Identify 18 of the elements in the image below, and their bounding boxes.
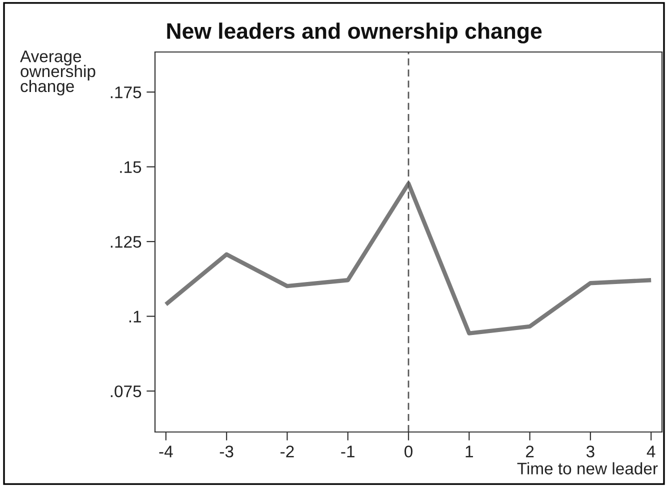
x-tick-label: -1 [341, 446, 354, 458]
x-tick-label: 1 [466, 446, 473, 458]
y-tick-label: .125 [110, 236, 142, 248]
y-tick-label: .175 [110, 86, 142, 98]
x-axis-title: Time to new leader [517, 462, 658, 474]
y-tick-label: .15 [120, 161, 142, 174]
x-tick-label: -2 [280, 446, 294, 458]
line-series [164, 181, 654, 336]
x-tick-label: -3 [220, 446, 234, 458]
x-tick-label: 2 [526, 446, 534, 458]
x-tick-label: 0 [404, 446, 412, 458]
y-axis-title: Average ownership change [20, 50, 96, 96]
y-tick-label: .075 [110, 385, 142, 398]
x-tick-label: 4 [646, 446, 656, 458]
x-tick-label: -4 [159, 446, 173, 458]
y-tick-label: .1 [129, 310, 141, 322]
x-tick-label: 3 [586, 446, 594, 458]
chart-title: New leaders and ownership change [167, 22, 542, 44]
